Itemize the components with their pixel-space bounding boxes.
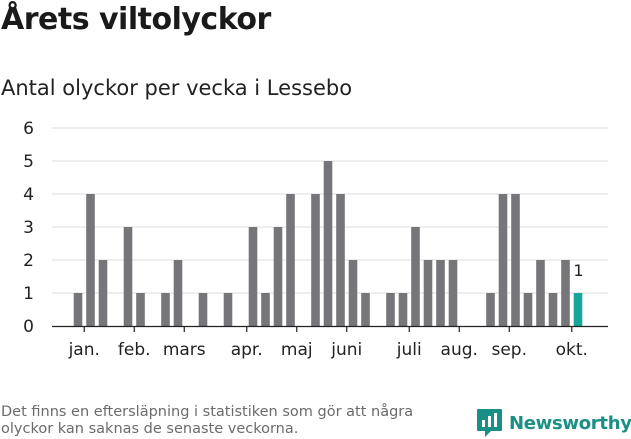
- bar: [323, 161, 333, 326]
- bar: [548, 293, 558, 326]
- bar: [123, 227, 133, 326]
- bar: [436, 260, 445, 326]
- x-tick-label: apr.: [231, 340, 263, 360]
- x-axis-ticks: jan. feb. mars apr. maj juni juli aug. sep. okt.: [68, 326, 588, 360]
- bar: [223, 293, 233, 326]
- bar: [511, 194, 520, 326]
- y-tick-label: 3: [23, 218, 34, 238]
- x-tick-label: maj: [281, 340, 313, 360]
- bar: [411, 227, 420, 326]
- newsworthy-logo-icon: [477, 409, 502, 437]
- bar: [561, 260, 570, 326]
- x-tick-label: juni: [330, 340, 362, 360]
- footnote: Det finns en eftersläpning i statistiken…: [1, 404, 414, 437]
- bar: [198, 293, 208, 326]
- bars: 1: [73, 161, 584, 326]
- bar: [336, 194, 345, 326]
- x-tick-label: mars: [163, 340, 206, 360]
- x-tick-label: aug.: [441, 340, 478, 360]
- bar: [311, 194, 320, 326]
- x-tick-label: juli: [396, 340, 422, 360]
- chart-subtitle: Antal olyckor per vecka i Lessebo: [1, 76, 353, 100]
- y-tick-label: 1: [23, 284, 34, 304]
- bar: [136, 293, 145, 326]
- bar: [536, 260, 545, 326]
- brand-name: Newsworthy: [509, 412, 631, 434]
- x-tick-label: feb.: [118, 340, 151, 360]
- bar: [173, 260, 183, 326]
- bar: [261, 293, 270, 326]
- y-tick-label: 6: [23, 119, 34, 139]
- bar: [348, 260, 358, 326]
- y-tick-label: 4: [23, 185, 34, 205]
- x-tick-label: jan.: [68, 340, 100, 360]
- bar: [73, 293, 83, 326]
- bar: [386, 293, 395, 326]
- y-tick-label: 2: [23, 251, 34, 271]
- bar: [498, 194, 508, 326]
- y-tick-label: 0: [23, 317, 34, 337]
- bar: [248, 227, 258, 326]
- y-axis-ticks: 0 1 2 3 4 5 6: [23, 119, 34, 337]
- brand-logo: Newsworthy: [476, 408, 631, 438]
- data-label: 1: [573, 261, 583, 280]
- bar: [361, 293, 370, 326]
- bar: [486, 293, 495, 326]
- bar: [98, 260, 108, 326]
- x-tick-label: okt.: [556, 340, 588, 360]
- highlight-bar: [573, 293, 583, 326]
- bar: [448, 260, 458, 326]
- bar: [398, 293, 408, 326]
- x-tick-label: sep.: [491, 340, 527, 360]
- bar: [86, 194, 95, 326]
- bar: [523, 293, 533, 326]
- chart-title: Årets viltolyckor: [1, 2, 271, 37]
- bar: [161, 293, 170, 326]
- y-tick-label: 5: [23, 152, 34, 172]
- bar: [286, 194, 295, 326]
- bar: [273, 227, 283, 326]
- bar: [423, 260, 433, 326]
